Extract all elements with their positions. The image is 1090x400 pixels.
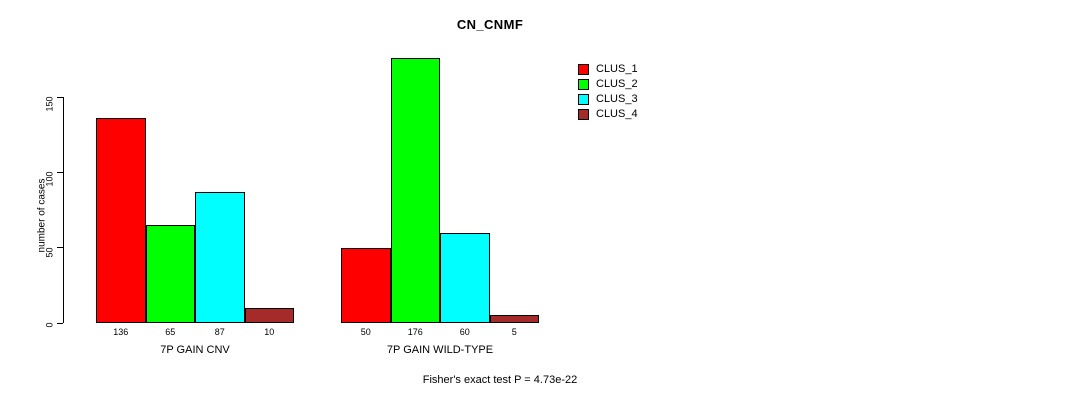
- chart-title: CN_CNMF: [456, 17, 524, 32]
- legend-label: CLUS_2: [596, 78, 638, 90]
- bar-value-label: 10: [264, 327, 275, 337]
- bar-value-label: 60: [459, 327, 470, 337]
- bar-clus_2-group2: [390, 57, 440, 323]
- bar-clus_2-group1: [145, 225, 195, 323]
- legend-swatch-icon: [578, 64, 589, 75]
- y-axis-tick-label: 0: [44, 322, 55, 328]
- bar-value-label: 50: [360, 327, 371, 337]
- fisher-test-annotation: Fisher's exact test P = 4.73e-22: [422, 374, 578, 386]
- x-axis-group-label: 7P GAIN WILD-TYPE: [386, 344, 494, 356]
- y-axis-tick: [57, 322, 63, 324]
- legend-label: CLUS_1: [596, 63, 638, 75]
- legend-label: CLUS_3: [596, 93, 638, 105]
- bar-clus_3-group1: [195, 191, 245, 323]
- legend-swatch-icon: [578, 94, 589, 105]
- bar-value-label: 136: [113, 327, 129, 337]
- bar-value-label: 176: [407, 327, 423, 337]
- legend-item: CLUS_4: [578, 107, 638, 122]
- legend-item: CLUS_3: [578, 92, 638, 107]
- y-axis-tick-label: 100: [44, 171, 55, 187]
- bar-clus_1-group2: [341, 247, 391, 323]
- x-axis-group-label: 7P GAIN CNV: [160, 344, 230, 356]
- bar-clus_3-group2: [440, 232, 490, 323]
- legend-swatch-icon: [578, 109, 589, 120]
- y-axis-line: [63, 97, 64, 323]
- bar-clus_1-group1: [96, 118, 146, 323]
- legend-swatch-icon: [578, 79, 589, 90]
- y-axis-tick-label: 50: [44, 247, 55, 258]
- bar-value-label: 5: [511, 327, 517, 337]
- bar-value-label: 65: [165, 327, 176, 337]
- y-axis-tick: [57, 96, 63, 98]
- legend-label: CLUS_4: [596, 108, 638, 120]
- y-axis-tick: [57, 171, 63, 173]
- bar-value-label: 87: [214, 327, 225, 337]
- bar-clus_4-group2: [489, 315, 539, 323]
- y-axis-tick: [57, 247, 63, 249]
- bar-clus_4-group1: [244, 307, 294, 323]
- legend: CLUS_1 CLUS_2 CLUS_3 CLUS_4: [578, 62, 638, 122]
- legend-item: CLUS_2: [578, 77, 638, 92]
- y-axis-tick-label: 150: [44, 96, 55, 112]
- legend-item: CLUS_1: [578, 62, 638, 77]
